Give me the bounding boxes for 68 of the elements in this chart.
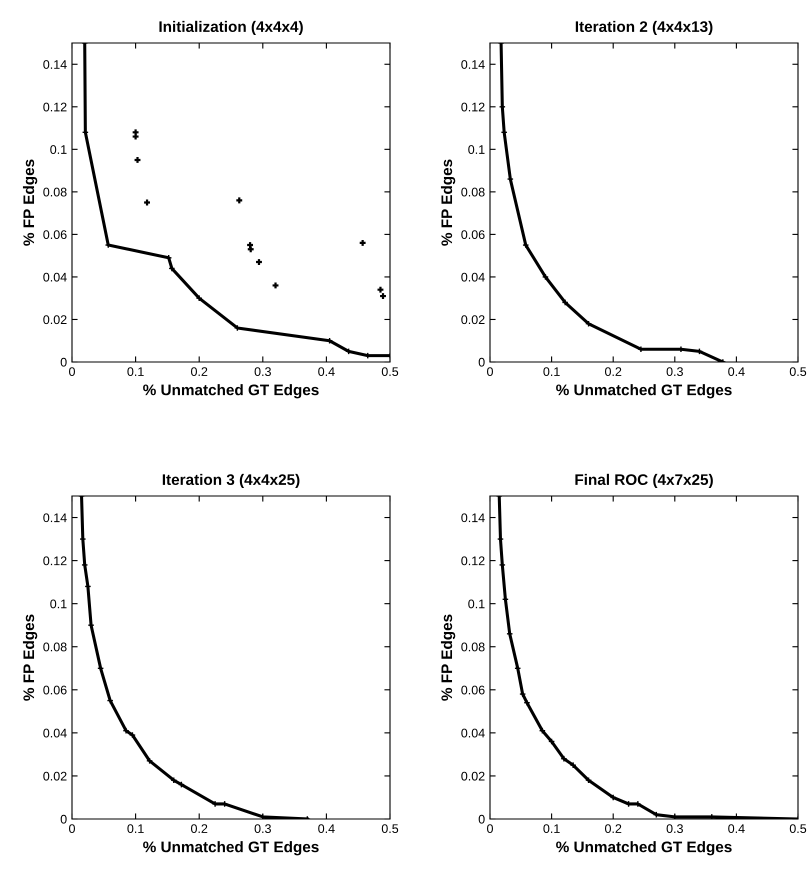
y-tick-label: 0.1 bbox=[468, 599, 485, 608]
x-tick-label: 0.1 bbox=[543, 824, 560, 834]
x-tick-label: 0 bbox=[487, 367, 493, 376]
y-tick-label: 0.08 bbox=[43, 188, 67, 197]
x-tick-label: 0.5 bbox=[382, 367, 398, 376]
y-axis-title: % FP Edges bbox=[440, 160, 456, 246]
x-tick-label: 0.3 bbox=[666, 367, 683, 376]
x-axis-title: % Unmatched GT Edges bbox=[143, 384, 319, 398]
x-tick-label: 0.5 bbox=[382, 824, 398, 834]
chart-title: Final ROC (4x7x25) bbox=[575, 474, 713, 488]
x-axis-title: % Unmatched GT Edges bbox=[143, 841, 319, 856]
y-tick-label: 0 bbox=[478, 814, 485, 824]
y-tick-label: 0.14 bbox=[461, 513, 485, 522]
y-tick-label: 0.08 bbox=[43, 642, 67, 652]
y-tick-label: 0.02 bbox=[43, 772, 67, 781]
y-tick-label: 0.06 bbox=[461, 686, 485, 694]
x-tick-label: 0.1 bbox=[127, 824, 144, 834]
y-tick-label: 0.02 bbox=[461, 772, 485, 781]
x-tick-label: 0.4 bbox=[318, 824, 335, 834]
x-tick-label: 0.5 bbox=[790, 367, 806, 376]
y-axis-title: % FP Edges bbox=[440, 614, 456, 701]
y-tick-label: 0.06 bbox=[461, 230, 485, 240]
y-tick-label: 0.02 bbox=[461, 315, 485, 324]
x-tick-label: 0.2 bbox=[605, 824, 622, 834]
y-axis-title: % FP Edges bbox=[22, 160, 38, 246]
y-tick-label: 0.08 bbox=[461, 188, 485, 197]
x-tick-label: 0.4 bbox=[728, 824, 745, 834]
x-axis-title: % Unmatched GT Edges bbox=[556, 841, 732, 856]
chart-title: Iteration 2 (4x4x13) bbox=[576, 20, 712, 36]
y-tick-label: 0.12 bbox=[461, 556, 485, 566]
x-tick-label: 0.3 bbox=[254, 824, 271, 834]
y-tick-label: 0.06 bbox=[43, 230, 67, 240]
x-tick-label: 0.2 bbox=[191, 824, 208, 834]
y-tick-label: 0.12 bbox=[461, 102, 485, 112]
x-axis-title: % Unmatched GT Edges bbox=[556, 384, 732, 398]
y-tick-label: 0.04 bbox=[461, 272, 485, 282]
y-tick-label: 0.04 bbox=[461, 728, 485, 738]
y-tick-label: 0.12 bbox=[43, 102, 67, 112]
y-tick-label: 0.04 bbox=[43, 728, 67, 738]
y-tick-label: 0.06 bbox=[43, 686, 67, 694]
y-tick-label: 0.1 bbox=[50, 145, 67, 154]
x-tick-label: 0.5 bbox=[790, 824, 806, 834]
x-tick-label: 0.1 bbox=[127, 367, 144, 376]
y-tick-label: 0 bbox=[60, 358, 67, 367]
y-tick-label: 0.14 bbox=[461, 60, 485, 69]
x-tick-label: 0.4 bbox=[728, 367, 745, 376]
y-tick-label: 0 bbox=[60, 814, 67, 824]
y-axis-title: % FP Edges bbox=[22, 614, 38, 701]
x-tick-label: 0.4 bbox=[318, 367, 335, 376]
y-tick-label: 0.02 bbox=[43, 315, 67, 324]
y-tick-label: 0.08 bbox=[461, 642, 485, 652]
x-tick-label: 0 bbox=[487, 824, 493, 834]
chart-title: Iteration 3 (4x4x25) bbox=[162, 474, 300, 488]
x-tick-label: 0.2 bbox=[605, 367, 622, 376]
y-tick-label: 0.1 bbox=[50, 599, 67, 608]
y-tick-label: 0.04 bbox=[43, 272, 67, 282]
y-tick-label: 0 bbox=[478, 358, 485, 367]
y-tick-label: 0.14 bbox=[43, 60, 67, 69]
y-tick-label: 0.1 bbox=[468, 145, 485, 154]
x-tick-label: 0.3 bbox=[254, 367, 271, 376]
x-tick-label: 0 bbox=[69, 824, 75, 834]
y-tick-label: 0.12 bbox=[43, 556, 67, 566]
x-tick-label: 0.2 bbox=[191, 367, 208, 376]
x-tick-label: 0 bbox=[69, 367, 75, 376]
x-tick-label: 0.1 bbox=[543, 367, 560, 376]
x-tick-label: 0.3 bbox=[666, 824, 683, 834]
y-tick-label: 0.14 bbox=[43, 513, 67, 522]
chart-title: Initialization (4x4x4) bbox=[159, 20, 303, 36]
